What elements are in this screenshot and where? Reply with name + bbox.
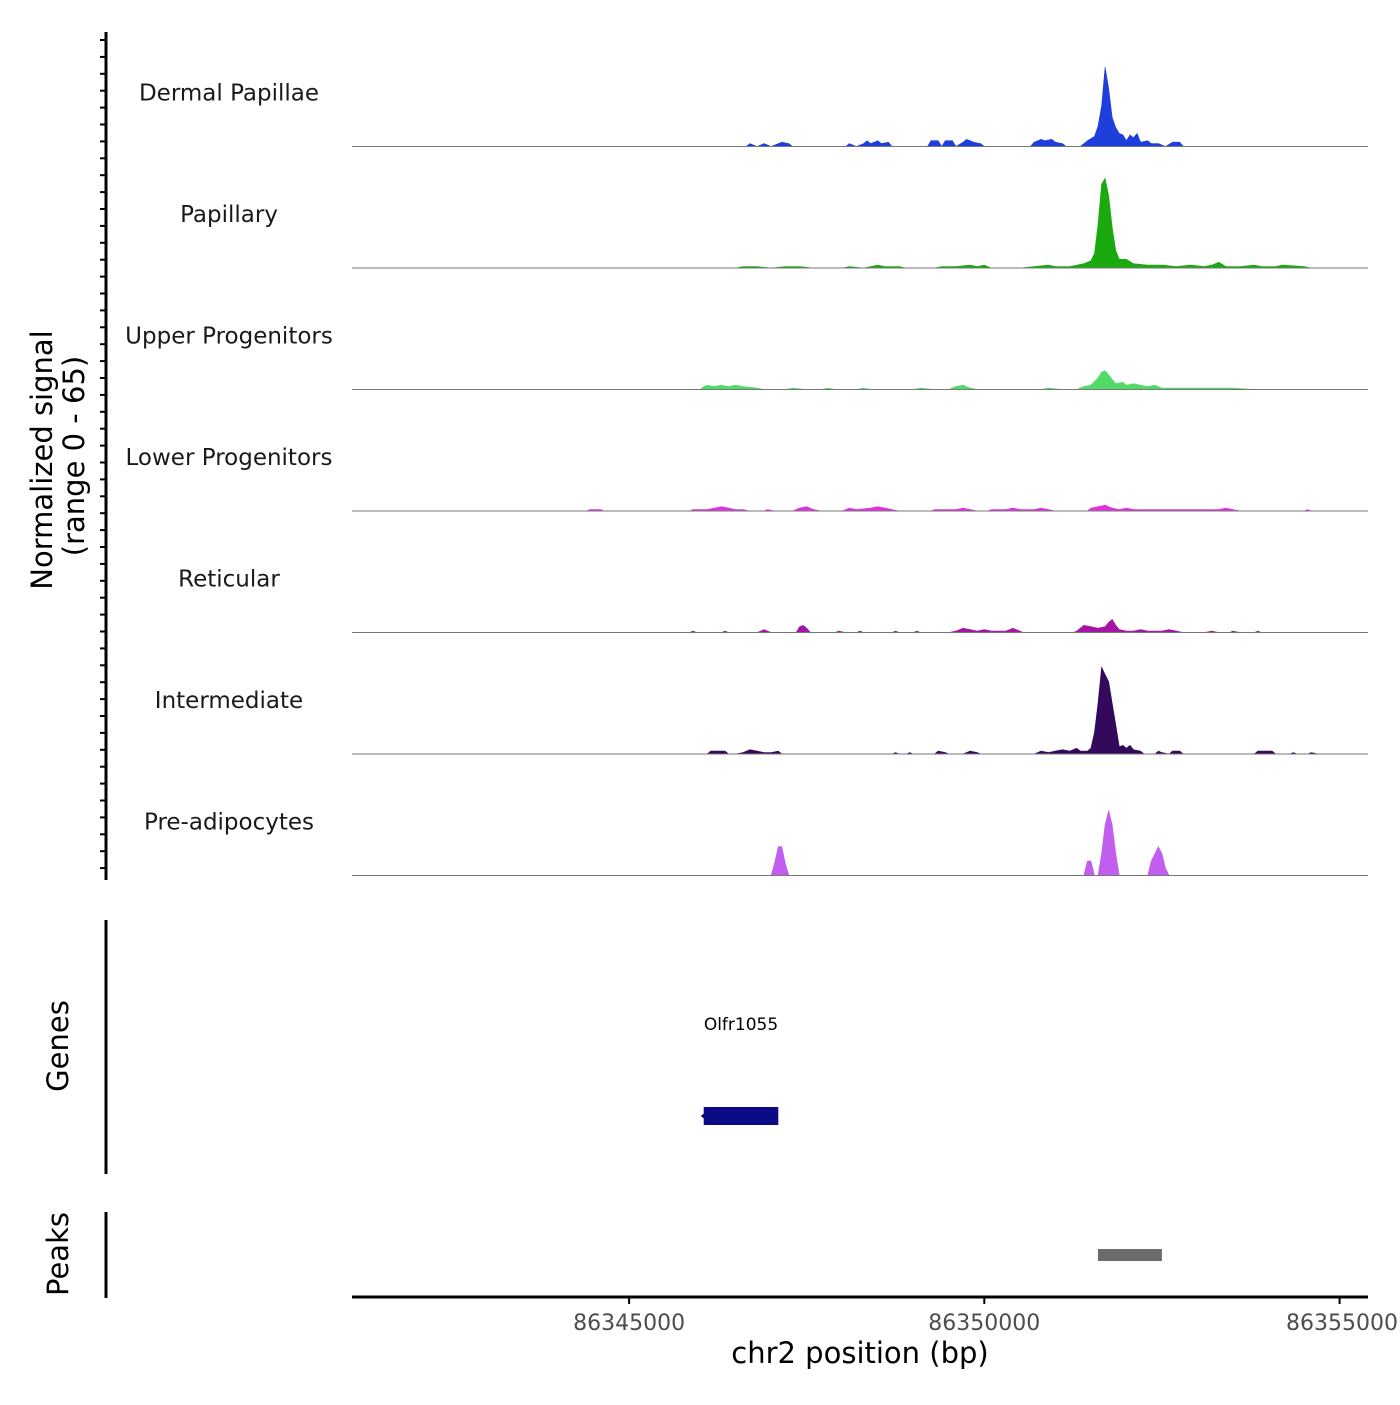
left-axes <box>100 32 108 1298</box>
peaks-label: Peaks <box>41 1212 75 1296</box>
track-label: Reticular <box>178 567 280 593</box>
peak-bar <box>1098 1249 1162 1261</box>
x-tick-label: 86350000 <box>928 1311 1040 1336</box>
x-axis-label: chr2 position (bp) <box>731 1336 988 1370</box>
track-reticular: Reticular <box>178 567 1368 633</box>
peak-track <box>1098 1249 1162 1261</box>
y-axis-label-line1: Normalized signal <box>25 330 59 589</box>
x-axis: 86345000 86350000 86355000 <box>352 1295 1398 1336</box>
track-label: Lower Progenitors <box>126 445 333 471</box>
track-upper-progenitors: Upper Progenitors <box>125 324 1368 390</box>
track-label: Papillary <box>180 202 278 228</box>
track-pre-adipocytes: Pre-adipocytes <box>144 810 1368 876</box>
track-lower-progenitors: Lower Progenitors <box>126 445 1368 512</box>
gene-track: Olfr1055 <box>700 1015 779 1125</box>
strand-arrow <box>700 1109 710 1123</box>
signal-area <box>735 177 1312 269</box>
signal-area <box>699 370 1255 390</box>
signal-area <box>770 810 1170 876</box>
signal-tracks: Dermal Papillae Papillary Upper Progenitor… <box>125 66 1368 876</box>
signal-area <box>689 619 1262 633</box>
x-tick-label: 86345000 <box>573 1311 685 1336</box>
x-tick-label: 86355000 <box>1286 1311 1398 1336</box>
track-dermal-papillae: Dermal Papillae <box>139 66 1368 148</box>
track-label: Intermediate <box>155 688 303 714</box>
track-papillary: Papillary <box>180 177 1368 269</box>
track-intermediate: Intermediate <box>155 666 1368 755</box>
track-label: Upper Progenitors <box>125 324 333 350</box>
genes-label: Genes <box>41 1000 75 1092</box>
signal-area <box>586 504 1312 512</box>
track-label: Pre-adipocytes <box>144 810 314 836</box>
signal-area <box>745 66 1184 148</box>
gene-label: Olfr1055 <box>704 1015 778 1035</box>
gene-body <box>703 1107 779 1125</box>
track-label: Dermal Papillae <box>139 81 319 107</box>
signal-area <box>706 666 1319 755</box>
y-axis-label-line2: (range 0 - 65) <box>57 356 91 556</box>
